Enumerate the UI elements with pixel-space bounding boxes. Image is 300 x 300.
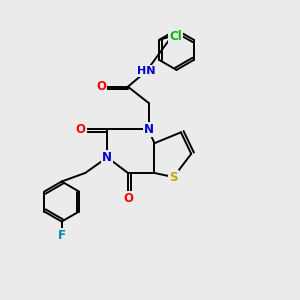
Text: HN: HN [137,66,156,76]
Text: O: O [76,123,86,136]
Text: N: N [143,123,154,136]
Text: O: O [96,80,106,93]
Text: O: O [123,192,133,205]
Text: N: N [102,151,112,164]
Text: F: F [58,229,66,242]
Text: S: S [169,171,178,184]
Text: Cl: Cl [169,30,182,44]
